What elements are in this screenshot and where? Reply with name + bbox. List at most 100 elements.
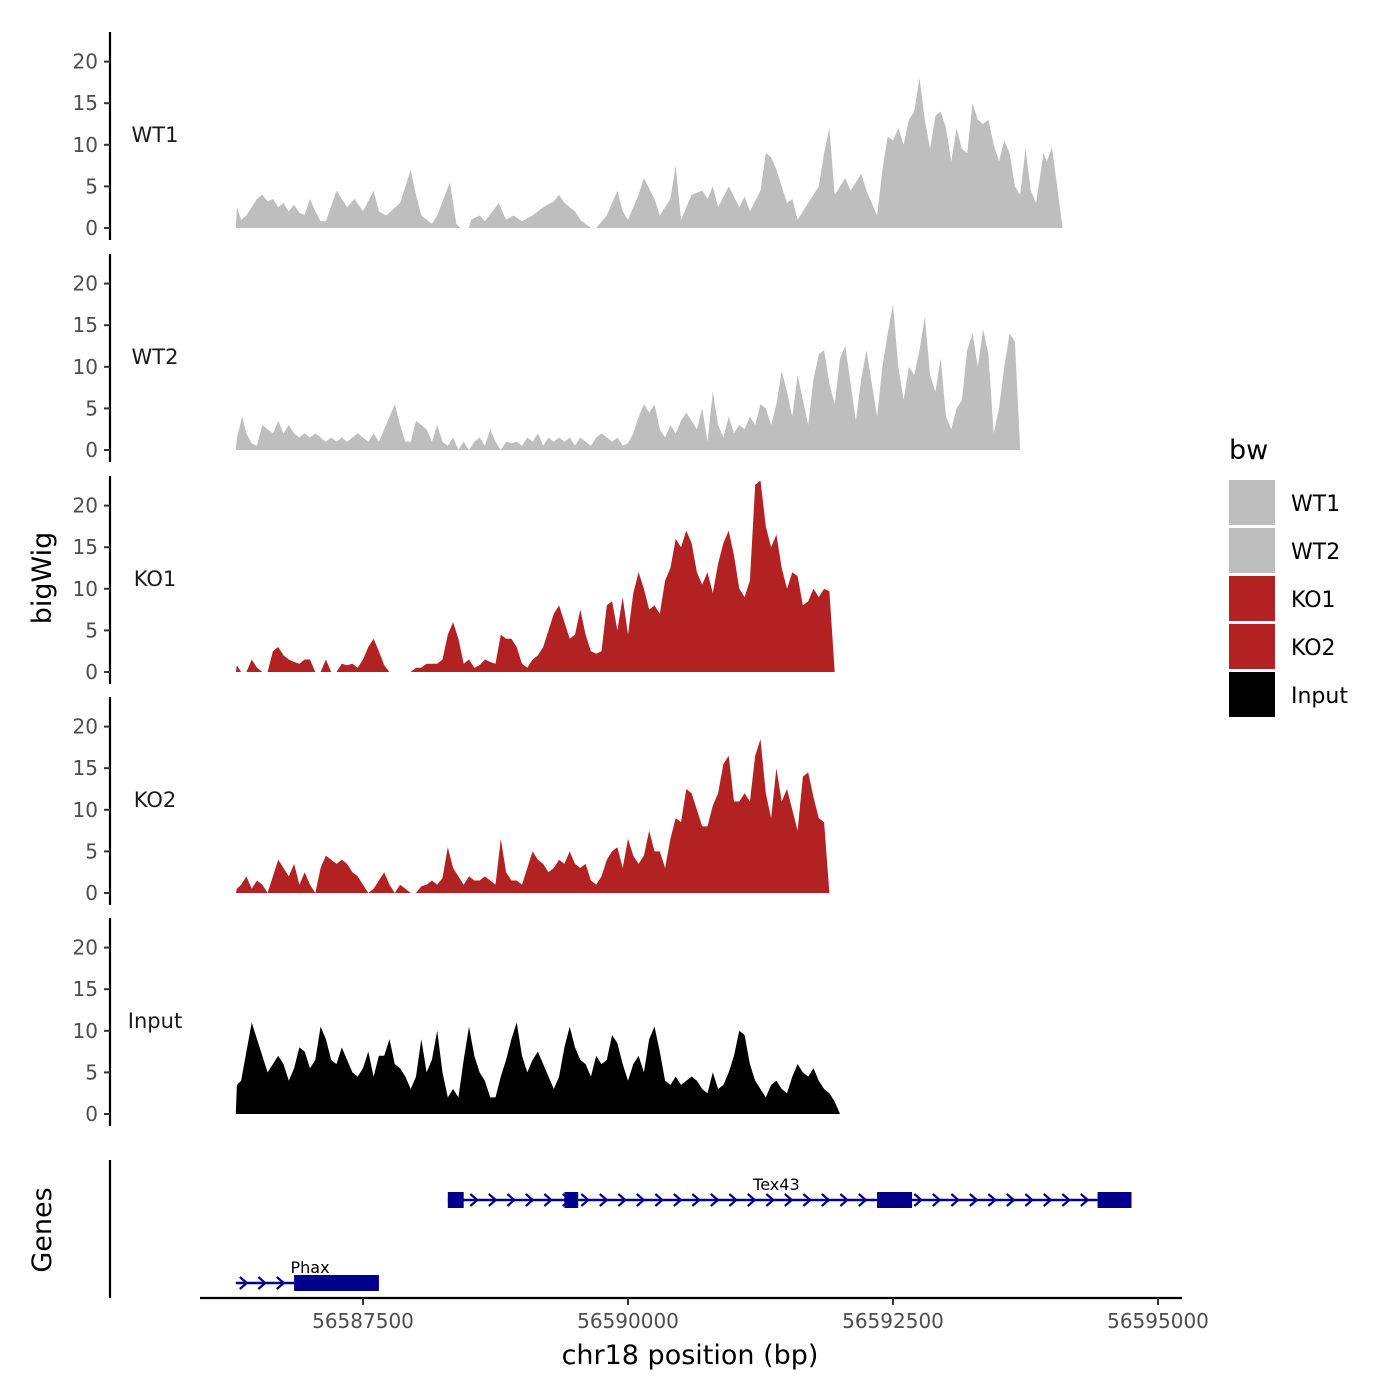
strand-arrow bbox=[599, 1193, 609, 1207]
track-label: WT1 bbox=[132, 123, 179, 147]
signal-area-wt1 bbox=[235, 78, 1063, 228]
y-tick-label: 10 bbox=[73, 798, 98, 822]
gene-exon bbox=[877, 1192, 913, 1208]
y-tick-label: 5 bbox=[85, 174, 98, 198]
y-tick-label: 0 bbox=[85, 881, 98, 905]
strand-arrow bbox=[691, 1193, 701, 1207]
y-tick-label: 20 bbox=[73, 272, 98, 296]
legend-swatch bbox=[1229, 672, 1275, 717]
signal-area-wt2 bbox=[235, 304, 1021, 450]
strand-arrow bbox=[784, 1193, 794, 1207]
y-tick-label: 5 bbox=[85, 618, 98, 642]
legend: bw WT1 WT2 KO1 KO2 Input bbox=[1229, 435, 1348, 717]
strand-arrow bbox=[636, 1193, 646, 1207]
strand-arrow bbox=[617, 1193, 627, 1207]
track-ko1: 0 5 10 15 20 KO1 bbox=[73, 476, 835, 684]
y-tick-label: 0 bbox=[85, 438, 98, 462]
y-tick-label: 0 bbox=[85, 1102, 98, 1126]
strand-arrow bbox=[969, 1193, 979, 1207]
strand-arrow bbox=[1080, 1193, 1090, 1207]
legend-swatch bbox=[1229, 480, 1275, 525]
track-wt1: 0 5 10 15 20 WT1 bbox=[73, 32, 1063, 240]
y-tick-label: 15 bbox=[73, 977, 98, 1001]
legend-label: Input bbox=[1291, 684, 1348, 709]
y-tick-label: 10 bbox=[73, 1019, 98, 1043]
y-tick-label: 20 bbox=[73, 50, 98, 74]
strand-arrow bbox=[858, 1193, 868, 1207]
signal-area-ko1 bbox=[235, 480, 835, 672]
gene-exon bbox=[1097, 1192, 1132, 1208]
legend-entry-wt2: WT2 bbox=[1229, 528, 1340, 573]
strand-arrow bbox=[673, 1193, 683, 1207]
strand-arrow bbox=[821, 1193, 831, 1207]
strand-arrow bbox=[839, 1193, 849, 1207]
strand-arrow bbox=[239, 1276, 249, 1290]
x-tick-label: 56592500 bbox=[842, 1309, 944, 1333]
track-label: KO1 bbox=[134, 567, 177, 591]
gene-name-label: Tex43 bbox=[752, 1175, 799, 1194]
y-tick-label: 15 bbox=[73, 756, 98, 780]
signal-area-input bbox=[235, 1022, 841, 1114]
gene-track: Genes Tex43 Phax bbox=[27, 1160, 1132, 1298]
x-axis-title: chr18 position (bp) bbox=[562, 1340, 819, 1371]
signal-tracks: 0 5 10 15 20 WT1 0 5 10 15 20 WT2 0 5 10 15 20 KO1 0 5 10 15 2… bbox=[73, 32, 1063, 1126]
legend-title: bw bbox=[1229, 435, 1268, 466]
legend-swatch bbox=[1229, 528, 1275, 573]
gene-phax: Phax bbox=[235, 1258, 379, 1291]
y-axis-title: bigWig bbox=[27, 532, 58, 625]
y-tick-label: 5 bbox=[85, 396, 98, 420]
gene-exon bbox=[294, 1275, 379, 1291]
track-label: KO2 bbox=[134, 788, 177, 812]
strand-arrow bbox=[1061, 1193, 1071, 1207]
gene-exon bbox=[564, 1192, 579, 1208]
legend-swatch bbox=[1229, 624, 1275, 669]
strand-arrow bbox=[525, 1193, 535, 1207]
y-tick-label: 20 bbox=[73, 715, 98, 739]
strand-arrow bbox=[950, 1193, 960, 1207]
strand-arrow bbox=[913, 1193, 923, 1207]
track-ko2: 0 5 10 15 20 KO2 bbox=[73, 697, 830, 905]
y-tick-label: 20 bbox=[73, 936, 98, 960]
strand-arrow bbox=[654, 1193, 664, 1207]
signal-area-ko2 bbox=[235, 739, 830, 893]
strand-arrow bbox=[1006, 1193, 1016, 1207]
legend-entry-ko1: KO1 bbox=[1229, 576, 1336, 621]
y-tick-label: 10 bbox=[73, 355, 98, 379]
strand-arrow bbox=[747, 1193, 757, 1207]
gene-models: Tex43 Phax bbox=[235, 1175, 1132, 1291]
y-tick-label: 15 bbox=[73, 313, 98, 337]
track-wt2: 0 5 10 15 20 WT2 bbox=[73, 254, 1021, 462]
genes-axis-title: Genes bbox=[27, 1187, 58, 1272]
y-tick-label: 0 bbox=[85, 660, 98, 684]
y-tick-label: 15 bbox=[73, 535, 98, 559]
legend-entry-wt1: WT1 bbox=[1229, 480, 1340, 525]
strand-arrow bbox=[257, 1276, 267, 1290]
y-tick-label: 15 bbox=[73, 91, 98, 115]
track-label: Input bbox=[128, 1009, 182, 1033]
legend-label: WT2 bbox=[1291, 540, 1340, 565]
strand-arrow bbox=[1043, 1193, 1053, 1207]
strand-arrow bbox=[802, 1193, 812, 1207]
strand-arrow bbox=[506, 1193, 516, 1207]
track-input: 0 5 10 15 20 Input bbox=[73, 918, 841, 1126]
y-tick-label: 0 bbox=[85, 216, 98, 240]
y-tick-label: 5 bbox=[85, 839, 98, 863]
strand-arrow bbox=[932, 1193, 942, 1207]
strand-arrow bbox=[488, 1193, 498, 1207]
x-tick-label: 56595000 bbox=[1107, 1309, 1209, 1333]
y-tick-label: 20 bbox=[73, 494, 98, 518]
strand-arrow bbox=[987, 1193, 997, 1207]
legend-label: WT1 bbox=[1291, 492, 1340, 517]
legend-entry-ko2: KO2 bbox=[1229, 624, 1336, 669]
strand-arrow bbox=[728, 1193, 738, 1207]
x-axis: 56587500 56590000 56592500 56595000 chr18 p… bbox=[200, 1296, 1209, 1371]
gene-exon bbox=[447, 1192, 464, 1208]
strand-arrow bbox=[580, 1193, 590, 1207]
y-tick-label: 5 bbox=[85, 1060, 98, 1084]
gene-tex43: Tex43 bbox=[447, 1175, 1132, 1208]
track-label: WT2 bbox=[132, 345, 179, 369]
y-tick-label: 10 bbox=[73, 133, 98, 157]
strand-arrow bbox=[765, 1193, 775, 1207]
legend-entries: WT1 WT2 KO1 KO2 Input bbox=[1229, 480, 1348, 717]
